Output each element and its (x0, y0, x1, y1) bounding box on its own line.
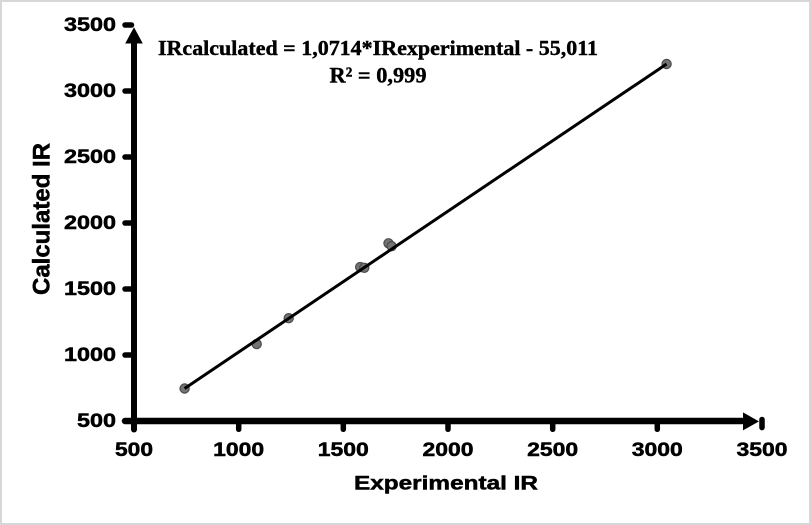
svg-text:3000: 3000 (632, 439, 683, 461)
svg-text:1500: 1500 (64, 278, 116, 300)
svg-text:Experimental IR: Experimental IR (354, 473, 538, 495)
svg-text:2500: 2500 (64, 146, 116, 168)
svg-text:3000: 3000 (64, 80, 116, 102)
svg-text:3500: 3500 (64, 14, 116, 36)
svg-text:2000: 2000 (64, 212, 116, 234)
svg-text:R² = 0,999: R² = 0,999 (330, 62, 427, 87)
svg-text:1000: 1000 (64, 344, 116, 366)
svg-text:1000: 1000 (213, 439, 264, 461)
svg-text:3500: 3500 (737, 439, 788, 461)
svg-text:2500: 2500 (527, 439, 578, 461)
svg-text:500: 500 (115, 439, 153, 461)
svg-text:Calculated IR: Calculated IR (29, 143, 56, 295)
svg-text:IRcalculated = 1,0714*IRexperi: IRcalculated = 1,0714*IRexperimental - 5… (158, 36, 598, 60)
svg-text:500: 500 (77, 410, 116, 432)
svg-text:2000: 2000 (423, 439, 474, 461)
svg-text:1500: 1500 (318, 439, 369, 461)
